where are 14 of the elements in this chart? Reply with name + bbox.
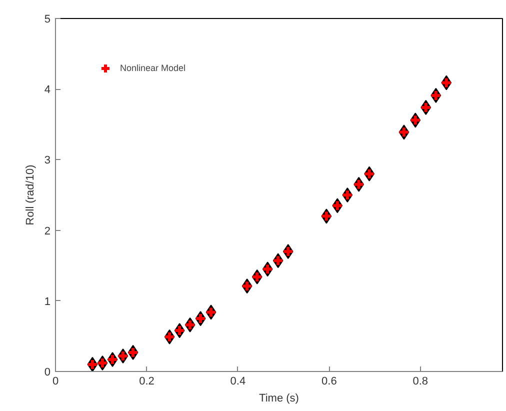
- y-tick-label: 5: [44, 14, 51, 26]
- x-tick-label: 0: [52, 376, 59, 388]
- y-axis-title: Roll (rad/10): [24, 164, 36, 226]
- x-tick-label: 0.6: [322, 376, 337, 388]
- y-tick-label: 1: [44, 296, 51, 308]
- y-tick-label: 2: [44, 225, 51, 238]
- legend-label: Nonlinear Model: [120, 63, 186, 73]
- y-tick-label: 0: [44, 366, 51, 378]
- x-tick-label: 0.2: [139, 376, 154, 388]
- x-axis-title: Time (s): [259, 392, 299, 404]
- x-tick-label: 0.4: [230, 376, 246, 388]
- x-tick-label: 0.8: [412, 376, 428, 388]
- y-tick-label: 3: [44, 154, 51, 167]
- y-tick-label: 4: [44, 84, 51, 96]
